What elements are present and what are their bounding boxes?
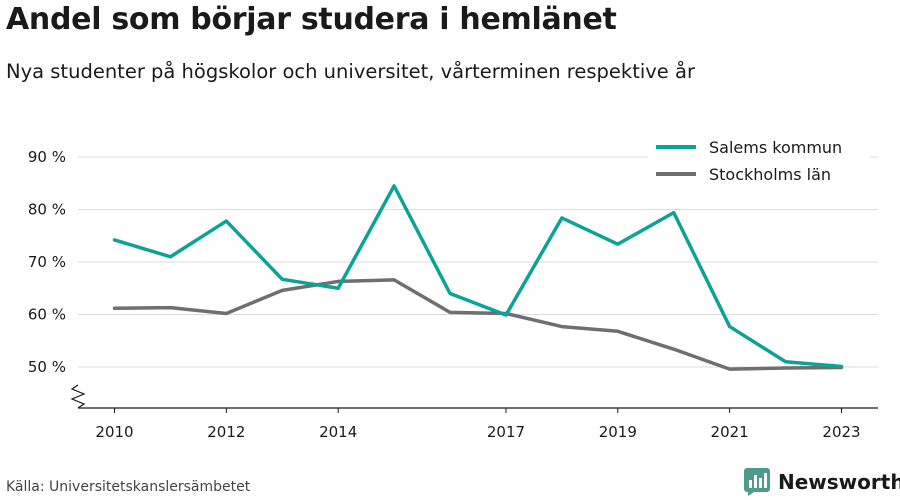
series-line-salems-kommun <box>112 184 844 369</box>
y-axis-ticks: 50 % 60 % 70 % 80 % 90 % <box>28 148 66 376</box>
series-lines <box>112 184 844 371</box>
chart-title: Andel som börjar studera i hemlänet <box>6 2 617 37</box>
legend: Salems kommun Stockholms län <box>648 132 870 188</box>
legend-label-salems-kommun: Salems kommun <box>709 138 842 157</box>
x-tick-label-2023: 2023 <box>822 423 860 441</box>
y-tick-label-60: 60 % <box>28 306 66 324</box>
brand: Newsworthy <box>744 468 900 496</box>
legend-background <box>648 132 870 188</box>
y-tick-label-70: 70 % <box>28 253 66 271</box>
x-tick-label-2019: 2019 <box>599 423 637 441</box>
y-tick-label-80: 80 % <box>28 201 66 219</box>
brand-name: Newsworthy <box>778 470 900 494</box>
y-tick-label-90: 90 % <box>28 148 66 166</box>
grid-lines <box>78 156 878 368</box>
axis-break-icon <box>70 384 86 409</box>
x-tick-label-2014: 2014 <box>319 423 357 441</box>
source-note: Källa: Universitetskanslersämbetet <box>6 479 251 495</box>
x-tick-label-2017: 2017 <box>487 423 525 441</box>
x-tick-label-2012: 2012 <box>207 423 245 441</box>
y-tick-label-50: 50 % <box>28 358 66 376</box>
newsworthy-logo-icon <box>744 468 770 496</box>
chart-subtitle: Nya studenter på högskolor och universit… <box>6 60 695 83</box>
x-axis: 2010 2012 2014 2017 2019 2021 2023 <box>70 384 878 441</box>
series-line-stockholms-l-n <box>112 278 844 371</box>
x-tick-label-2010: 2010 <box>95 423 133 441</box>
legend-label-stockholms-l-n: Stockholms län <box>709 165 831 184</box>
x-tick-label-2021: 2021 <box>711 423 749 441</box>
